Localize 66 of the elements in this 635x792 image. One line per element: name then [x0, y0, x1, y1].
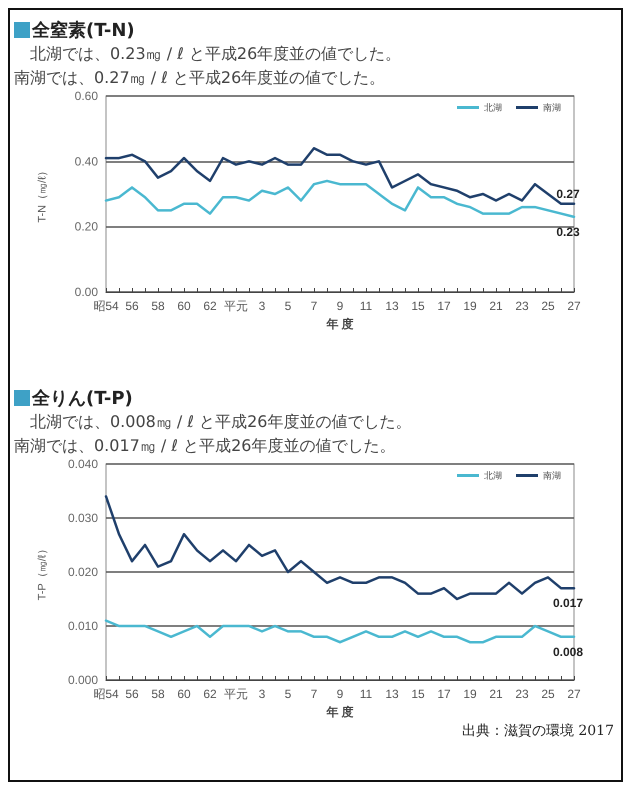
x-tick-label: 58	[151, 687, 165, 701]
x-tick-label: 5	[284, 687, 292, 701]
annotation: 0.27	[556, 186, 580, 201]
x-tick-label: 15	[411, 299, 425, 313]
x-tick-label: 7	[310, 299, 318, 313]
line-series	[104, 495, 576, 600]
x-tick-label: 19	[463, 299, 477, 313]
y-tick-label: 0.40	[74, 154, 98, 168]
x-tick-label: 62	[203, 299, 217, 313]
x-tick-label: 21	[489, 299, 503, 313]
legend-label: 南湖	[543, 470, 561, 480]
x-tick-label: 9	[336, 299, 344, 313]
x-tick-label: 56	[125, 687, 139, 701]
chart-title: 全窒素(T-N)	[32, 19, 135, 42]
x-tick-label: 60	[177, 687, 191, 701]
x-tick-label: 昭54	[93, 687, 119, 701]
x-tick-label: 17	[437, 299, 451, 313]
x-tick-label: 25	[541, 687, 555, 701]
x-tick-label: 60	[177, 299, 191, 313]
x-tick-label: 19	[463, 687, 477, 701]
y-tick-label: 0.20	[74, 220, 98, 234]
x-tick-label: 5	[284, 299, 292, 313]
annotation: 0.008	[552, 644, 584, 659]
annotation: 0.017	[552, 596, 584, 610]
legend-label: 南湖	[543, 102, 561, 112]
x-tick-label: 平元	[224, 299, 248, 313]
annotation: 0.23	[556, 224, 580, 239]
x-tick-label: 17	[437, 687, 451, 701]
x-tick-label: 21	[489, 687, 503, 701]
x-tick-label: 58	[151, 299, 165, 313]
x-axis-title: 年 度	[325, 317, 354, 331]
x-tick-label: 56	[125, 299, 139, 313]
x-tick-label: 62	[203, 687, 217, 701]
x-tick-label: 23	[515, 687, 529, 701]
x-tick-label: 13	[385, 687, 399, 701]
x-tick-label: 3	[258, 687, 266, 701]
y-tick-label: 0.010	[68, 619, 98, 633]
y-axis-title: T-N（㎎/ℓ）	[36, 165, 48, 223]
legend-label: 北湖	[484, 102, 502, 112]
x-tick-label: 昭54	[93, 299, 119, 313]
x-tick-label: 3	[258, 299, 266, 313]
x-tick-label: 11	[360, 687, 373, 701]
chart-subtitle: 北湖では、0.008㎎ / ℓ と平成26年度並の値でした。南湖では、0.017㎎ / ℓ と平成26年度並の値でした。	[14, 411, 412, 457]
x-tick-label: 25	[541, 299, 555, 313]
y-tick-label: 0.040	[68, 457, 98, 471]
x-tick-label: 23	[515, 299, 529, 313]
chart-title: 全りん(T-P)	[32, 387, 133, 410]
legend-label: 北湖	[484, 470, 502, 480]
y-axis-title: T-P（㎎/ℓ）	[36, 544, 48, 600]
y-tick-label: 0.00	[74, 285, 98, 299]
x-tick-label: 11	[360, 299, 373, 313]
x-tick-label: 15	[411, 687, 425, 701]
x-tick-label: 7	[310, 687, 318, 701]
y-tick-label: 0.000	[68, 673, 98, 687]
x-tick-label: 13	[385, 299, 399, 313]
chart-subtitle: 北湖では、0.23㎎ / ℓ と平成26年度並の値でした。南湖では、0.27㎎ / ℓ と平成26年度並の値でした。	[14, 43, 402, 89]
y-tick-label: 0.020	[68, 565, 98, 579]
x-tick-label: 平元	[224, 687, 248, 701]
source-note: 出典：滋賀の環境 2017	[460, 722, 614, 740]
x-axis-title: 年 度	[325, 705, 354, 719]
y-tick-label: 0.60	[74, 89, 98, 103]
line-series	[104, 619, 576, 644]
x-tick-label: 9	[336, 687, 344, 701]
x-tick-label: 27	[567, 687, 581, 701]
x-tick-label: 27	[567, 299, 581, 313]
y-tick-label: 0.030	[68, 511, 98, 525]
